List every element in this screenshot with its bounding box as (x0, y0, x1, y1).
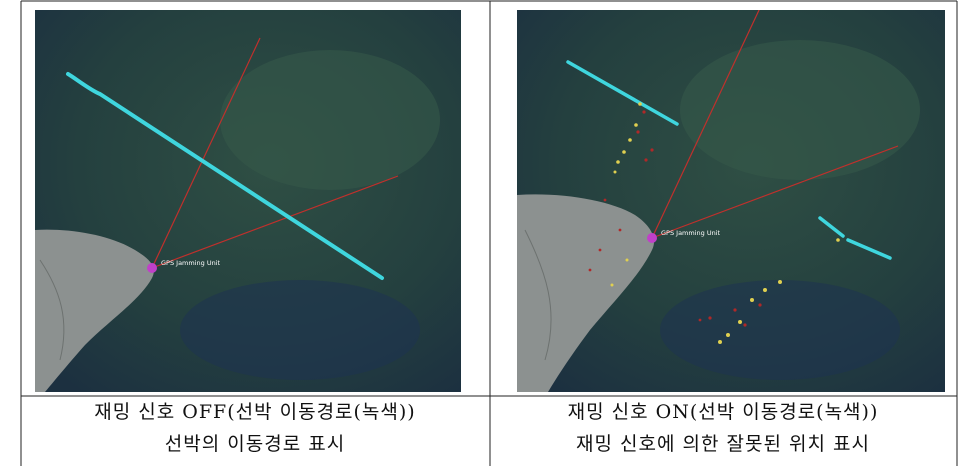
caption: 재밍 신호 OFF(선박 이동경로(녹색)) (94, 401, 415, 423)
caption: 재밍 신호 ON(선박 이동경로(녹색)) (568, 401, 879, 423)
page: {"panels": [ {"map_label": "GPS Jamming … (0, 0, 969, 466)
caption: 선박의 이동경로 표시 (165, 433, 345, 455)
caption: 재밍 신호에 의한 잘못된 위치 표시 (576, 433, 870, 455)
map-right: GPS Jamming Unit (517, 8, 945, 392)
map-label: GPS Jamming Unit (661, 229, 721, 237)
figure-table: GPS Jamming Unit (0, 0, 969, 466)
map-label: GPS Jamming Unit (161, 259, 221, 267)
map-left: GPS Jamming Unit (35, 10, 461, 392)
